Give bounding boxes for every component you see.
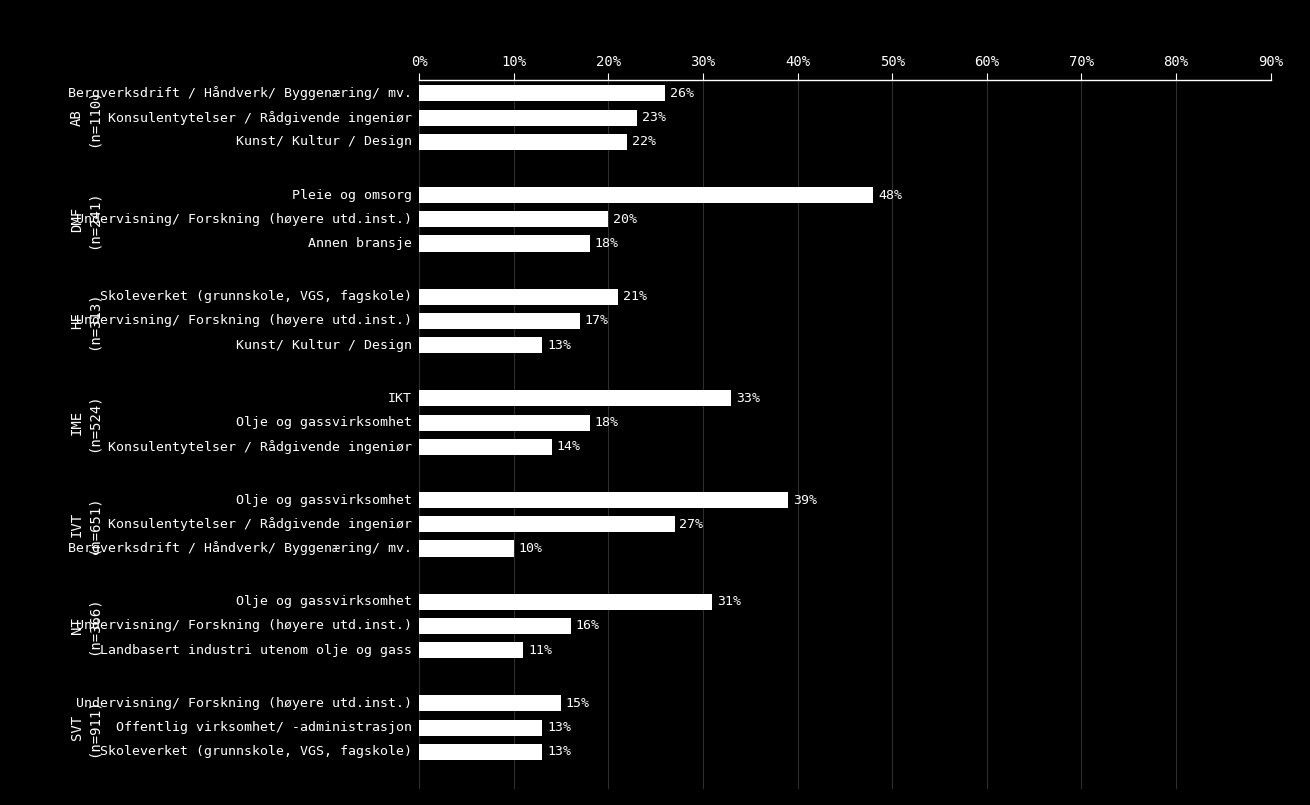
Bar [419,337,542,353]
Text: 13%: 13% [548,339,571,352]
Text: 39%: 39% [793,493,817,506]
Text: Kunst/ Kultur / Design: Kunst/ Kultur / Design [236,135,411,148]
Text: Skoleverket (grunnskole, VGS, fagskole): Skoleverket (grunnskole, VGS, fagskole) [100,291,411,303]
Text: 31%: 31% [718,595,741,609]
Text: 10%: 10% [519,542,542,555]
Bar [419,390,731,407]
Text: 17%: 17% [584,315,609,328]
Bar [419,289,618,305]
Bar [419,618,571,634]
Text: 14%: 14% [557,440,580,453]
Text: 21%: 21% [622,291,647,303]
Text: Bergverksdrift / Håndverk/ Byggenæring/ mv.: Bergverksdrift / Håndverk/ Byggenæring/ … [68,86,411,101]
Text: IME
(n=524): IME (n=524) [69,394,101,452]
Text: Kunst/ Kultur / Design: Kunst/ Kultur / Design [236,339,411,352]
Text: 26%: 26% [669,87,694,100]
Text: 13%: 13% [548,745,571,758]
Text: 16%: 16% [575,619,599,633]
Text: NT
(n=366): NT (n=366) [69,597,101,655]
Bar [419,235,590,251]
Bar [419,85,665,101]
Text: Konsulentytelser / Rådgivende ingeniør: Konsulentytelser / Rådgivende ingeniør [107,518,411,531]
Bar [419,593,713,609]
Bar [419,720,542,736]
Bar [419,313,580,329]
Text: Landbasert industri utenom olje og gass: Landbasert industri utenom olje og gass [100,644,411,657]
Text: Konsulentytelser / Rådgivende ingeniør: Konsulentytelser / Rådgivende ingeniør [107,440,411,454]
Text: 22%: 22% [633,135,656,148]
Text: Annen bransje: Annen bransje [308,237,411,250]
Text: 11%: 11% [528,644,552,657]
Text: HF
(n=313): HF (n=313) [69,291,101,350]
Text: 18%: 18% [595,237,618,250]
Bar [419,642,523,658]
Text: DMF
(n=241): DMF (n=241) [69,190,101,249]
Text: IVT
(n=651): IVT (n=651) [69,495,101,554]
Bar [419,696,561,712]
Text: 33%: 33% [736,392,760,405]
Text: SVT
(n=911): SVT (n=911) [69,698,101,757]
Text: Konsulentytelser / Rådgivende ingeniør: Konsulentytelser / Rådgivende ingeniør [107,110,411,125]
Text: 48%: 48% [878,188,903,201]
Bar [419,187,874,203]
Text: Undervisning/ Forskning (høyere utd.inst.): Undervisning/ Forskning (høyere utd.inst… [76,315,411,328]
Text: Olje og gassvirksomhet: Olje og gassvirksomhet [236,416,411,429]
Bar [419,492,789,508]
Bar [419,439,552,455]
Bar [419,109,637,126]
Text: 13%: 13% [548,721,571,734]
Bar [419,134,627,150]
Text: 23%: 23% [642,111,665,124]
Bar [419,540,514,556]
Text: Undervisning/ Forskning (høyere utd.inst.): Undervisning/ Forskning (høyere utd.inst… [76,213,411,225]
Bar [419,415,590,431]
Text: 18%: 18% [595,416,618,429]
Bar [419,744,542,760]
Text: Offentlig virksomhet/ -administrasjon: Offentlig virksomhet/ -administrasjon [115,721,411,734]
Text: Olje og gassvirksomhet: Olje og gassvirksomhet [236,493,411,506]
Bar [419,211,608,227]
Text: 27%: 27% [680,518,703,530]
Text: IKT: IKT [388,392,411,405]
Text: Pleie og omsorg: Pleie og omsorg [292,188,411,201]
Text: AB
(n=110): AB (n=110) [69,89,101,147]
Text: Bergverksdrift / Håndverk/ Byggenæring/ mv.: Bergverksdrift / Håndverk/ Byggenæring/ … [68,542,411,555]
Bar [419,516,675,532]
Text: Undervisning/ Forskning (høyere utd.inst.): Undervisning/ Forskning (høyere utd.inst… [76,697,411,710]
Text: Skoleverket (grunnskole, VGS, fagskole): Skoleverket (grunnskole, VGS, fagskole) [100,745,411,758]
Text: 15%: 15% [566,697,590,710]
Text: Olje og gassvirksomhet: Olje og gassvirksomhet [236,595,411,609]
Text: Undervisning/ Forskning (høyere utd.inst.): Undervisning/ Forskning (høyere utd.inst… [76,619,411,633]
Text: 20%: 20% [613,213,637,225]
